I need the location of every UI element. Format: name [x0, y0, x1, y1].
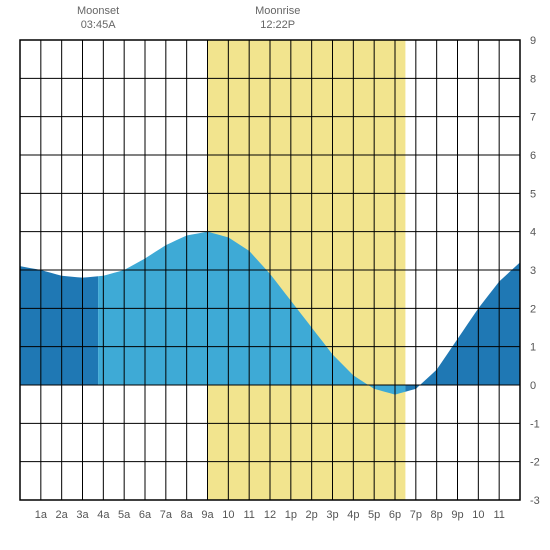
x-axis-label: 3a — [76, 509, 89, 521]
moonrise-time: 12:22P — [248, 18, 308, 32]
y-axis-label: -2 — [530, 457, 540, 469]
x-axis-label: 10 — [222, 509, 234, 521]
x-axis-label: 1a — [35, 509, 48, 521]
x-axis-label: 9p — [451, 509, 463, 521]
moonrise-title: Moonrise — [248, 4, 308, 18]
y-axis-label: 8 — [530, 73, 536, 85]
y-axis-label: 6 — [530, 150, 536, 162]
y-axis-label: 1 — [530, 342, 536, 354]
y-axis-label: 3 — [530, 265, 536, 277]
moonset-label: Moonset 03:45A — [68, 4, 128, 33]
moonrise-label: Moonrise 12:22P — [248, 4, 308, 33]
x-axis-label: 8p — [431, 509, 443, 521]
y-axis-label: 7 — [530, 112, 536, 124]
x-axis-label: 4a — [97, 509, 110, 521]
chart-svg: 1a2a3a4a5a6a7a8a9a1011121p2p3p4p5p6p7p8p… — [0, 0, 550, 550]
x-axis-label: 11 — [243, 509, 254, 521]
x-axis-label: 5a — [118, 509, 131, 521]
moonset-time: 03:45A — [68, 18, 128, 32]
x-axis-label: 4p — [347, 509, 359, 521]
x-axis-label: 6a — [139, 509, 152, 521]
x-axis-label: 6p — [389, 509, 401, 521]
x-axis-label: 8a — [181, 509, 194, 521]
x-axis-label: 1p — [285, 509, 297, 521]
x-axis-label: 7a — [160, 509, 173, 521]
x-axis-label: 3p — [326, 509, 338, 521]
x-axis-label: 12 — [264, 509, 276, 521]
tide-chart: Moonset 03:45A Moonrise 12:22P 1a 2a 3a 4a 5… — [0, 0, 550, 550]
y-axis-label: 4 — [530, 227, 536, 239]
x-axis-label: 11 — [493, 509, 504, 521]
x-axis-label: 5p — [368, 509, 380, 521]
x-axis-label: 7p — [410, 509, 422, 521]
y-axis-label: 9 — [530, 35, 536, 47]
tide-area-segment — [20, 266, 98, 385]
y-axis-label: 2 — [530, 303, 536, 315]
y-axis-label: -3 — [530, 495, 540, 507]
y-axis-label: 0 — [530, 380, 536, 392]
x-axis-label: 9a — [201, 509, 214, 521]
y-axis-label: 5 — [530, 188, 536, 200]
x-axis-label: 2p — [306, 509, 318, 521]
x-axis-label: 10 — [472, 509, 484, 521]
y-axis-label: -1 — [530, 418, 540, 430]
x-axis-label: 2a — [56, 509, 69, 521]
moonset-title: Moonset — [68, 4, 128, 18]
